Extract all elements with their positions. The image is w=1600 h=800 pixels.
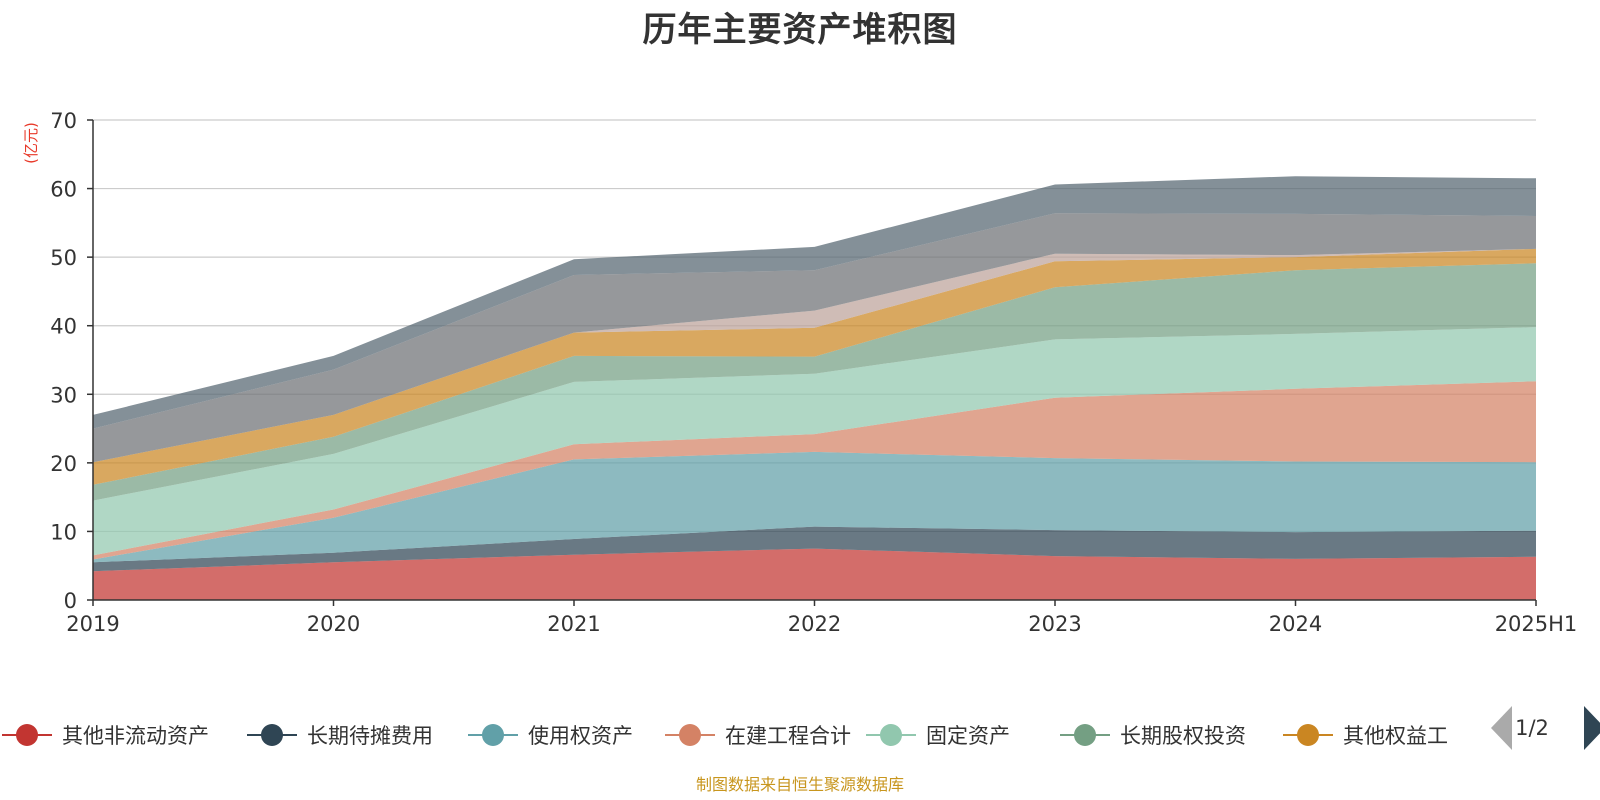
area-series-6 xyxy=(93,263,1536,501)
legend-pager: 1/2 xyxy=(1491,706,1600,750)
y-tick-label: 40 xyxy=(50,315,77,339)
y-axis-unit-label: (亿元) xyxy=(22,122,40,164)
legend: 其他非流动资产 长期待摊费用 使用权资产 在建工程合计 固定资产 长期股权投资 其他权益工 xyxy=(2,724,1448,748)
legend-item[interactable]: 在建工程合计 xyxy=(665,724,851,748)
legend-item[interactable]: 其他权益工 xyxy=(1283,724,1448,748)
legend-page-indicator: 1/2 xyxy=(1515,716,1549,740)
legend-label: 长期待摊费用 xyxy=(307,724,433,748)
triangle-left-icon[interactable] xyxy=(1491,706,1512,750)
x-tick-label: 2019 xyxy=(66,612,119,636)
x-tick-label: 2022 xyxy=(788,612,841,636)
y-tick-label: 50 xyxy=(50,246,77,270)
legend-marker xyxy=(482,724,504,746)
legend-label: 使用权资产 xyxy=(528,724,633,748)
legend-label: 其他非流动资产 xyxy=(62,724,209,748)
legend-label: 长期股权投资 xyxy=(1120,724,1246,748)
x-tick-label: 2021 xyxy=(547,612,600,636)
triangle-right-icon[interactable] xyxy=(1584,706,1600,750)
area-series-10 xyxy=(93,176,1536,429)
legend-label: 在建工程合计 xyxy=(725,724,851,748)
legend-marker xyxy=(16,724,38,746)
area-series-4 xyxy=(93,381,1536,560)
legend-marker xyxy=(880,724,902,746)
legend-label: 固定资产 xyxy=(926,724,1010,748)
area-series-5 xyxy=(93,327,1536,556)
y-tick-label: 20 xyxy=(50,452,77,476)
legend-marker xyxy=(1297,724,1319,746)
y-tick-label: 10 xyxy=(50,520,77,544)
x-tick-label: 2023 xyxy=(1028,612,1081,636)
y-ticks: 0 10 20 30 40 50 60 70 xyxy=(50,109,93,613)
area-series-9 xyxy=(93,213,1536,463)
y-tick-label: 70 xyxy=(50,109,77,133)
x-tick-label: 2025H1 xyxy=(1495,612,1578,636)
legend-item[interactable]: 固定资产 xyxy=(866,724,1010,748)
y-tick-label: 0 xyxy=(64,589,77,613)
x-tick-label: 2024 xyxy=(1269,612,1322,636)
y-tick-label: 60 xyxy=(50,178,77,202)
x-tick-label: 2020 xyxy=(307,612,360,636)
chart-title: 历年主要资产堆积图 xyxy=(642,10,958,50)
legend-marker xyxy=(261,724,283,746)
area-series-1 xyxy=(93,548,1536,600)
source-note: 制图数据来自恒生聚源数据库 xyxy=(696,775,904,794)
x-ticks: 2019 2020 2021 2022 2023 2024 2025H1 xyxy=(66,600,1577,636)
legend-label: 其他权益工 xyxy=(1343,724,1448,748)
stacked-areas xyxy=(93,176,1536,600)
legend-marker xyxy=(1074,724,1096,746)
y-tick-label: 30 xyxy=(50,383,77,407)
legend-item[interactable]: 其他非流动资产 xyxy=(2,724,209,748)
legend-item[interactable]: 长期待摊费用 xyxy=(247,724,433,748)
area-series-3 xyxy=(93,451,1536,563)
area-series-2 xyxy=(93,526,1536,572)
legend-item[interactable]: 使用权资产 xyxy=(468,724,633,748)
legend-marker xyxy=(679,724,701,746)
legend-item[interactable]: 长期股权投资 xyxy=(1060,724,1246,748)
